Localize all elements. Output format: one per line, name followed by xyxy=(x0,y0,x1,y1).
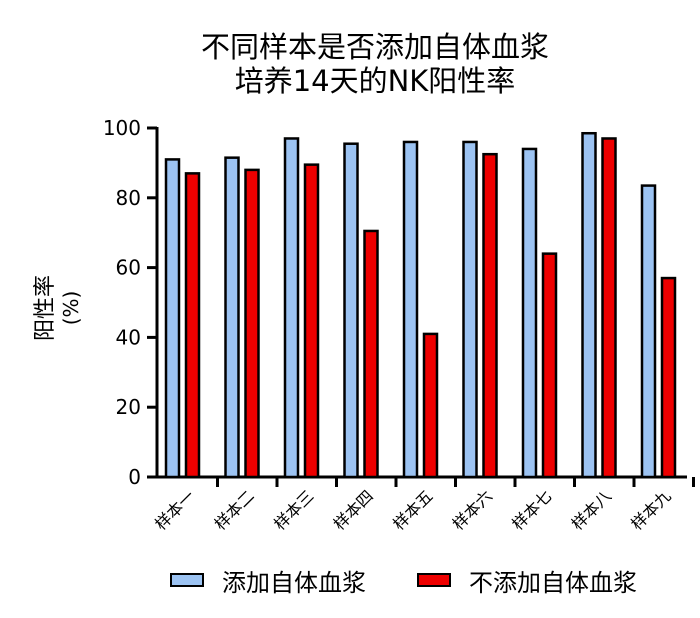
y-tick-label: 40 xyxy=(116,325,141,349)
bar-series-2 xyxy=(303,163,320,479)
x-tick-label: 样本五 xyxy=(389,486,436,533)
chart-title-line-2: 培养14天的NK阳性率 xyxy=(234,64,516,98)
y-axis-unit: (%) xyxy=(59,291,83,326)
bar-series-2 xyxy=(482,152,498,479)
y-tick-label: 20 xyxy=(116,395,141,419)
y-axis-title: 阳性率 xyxy=(33,275,58,341)
bar-series-1 xyxy=(343,142,359,479)
bar-series-2 xyxy=(541,252,558,479)
x-tick-label: 样本三 xyxy=(270,486,317,533)
x-tick-label: 样本一 xyxy=(151,486,198,533)
legend-label-without-plasma: 不添加自体血浆 xyxy=(469,568,637,597)
legend-item-with-plasma: 添加自体血浆 xyxy=(170,565,366,597)
bar-series-1 xyxy=(164,158,181,479)
chart-title-line-1: 不同样本是否添加自体血浆 xyxy=(200,30,549,64)
x-tick-label: 样本七 xyxy=(508,486,555,533)
bar-series-1 xyxy=(283,137,300,479)
x-tick-label: 样本九 xyxy=(627,486,674,533)
bar-series-2 xyxy=(660,276,677,479)
bars xyxy=(164,131,677,479)
bar-series-1 xyxy=(224,156,240,479)
legend-swatch-with-plasma xyxy=(170,573,204,587)
legend-swatch-without-plasma xyxy=(417,573,451,587)
x-tick-label: 样本四 xyxy=(330,486,377,533)
bar-series-2 xyxy=(184,172,201,479)
y-tick-label: 0 xyxy=(128,465,141,489)
x-tick-label: 样本二 xyxy=(211,486,258,533)
x-tick-label: 样本八 xyxy=(568,486,615,533)
bar-series-2 xyxy=(363,229,379,479)
bar-series-2 xyxy=(601,137,617,479)
bar-series-2 xyxy=(244,168,260,479)
x-tick-label: 样本六 xyxy=(449,486,496,533)
legend-item-without-plasma: 不添加自体血浆 xyxy=(417,565,637,597)
y-tick-label: 100 xyxy=(103,116,141,140)
bar-series-1 xyxy=(462,140,478,479)
y-tick-label: 80 xyxy=(116,186,141,210)
legend-label-with-plasma: 添加自体血浆 xyxy=(222,568,366,597)
bar-series-1 xyxy=(581,131,597,479)
axes xyxy=(147,126,695,487)
bar-series-1 xyxy=(402,140,419,479)
bar-series-1 xyxy=(640,184,657,479)
y-tick-label: 60 xyxy=(116,256,141,280)
bar-series-2 xyxy=(422,332,439,479)
y-axis-label: 阳性率 (%) xyxy=(33,275,83,341)
bar-series-1 xyxy=(521,147,538,479)
